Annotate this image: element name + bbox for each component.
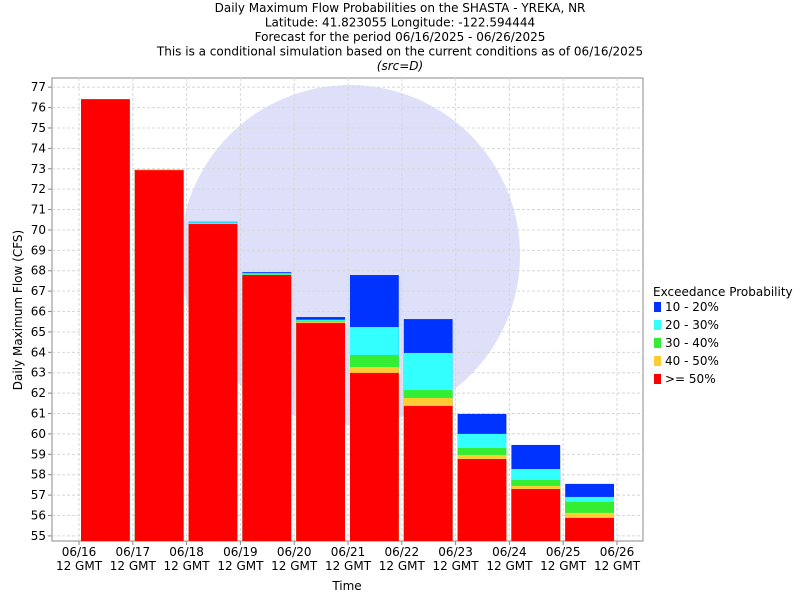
bar-segment bbox=[565, 517, 614, 541]
x-axis-label: Time bbox=[331, 579, 361, 593]
y-tick-label: 55 bbox=[31, 529, 46, 543]
legend-swatch bbox=[654, 320, 661, 330]
x-tick-label: 12 GMT bbox=[486, 559, 533, 573]
y-tick-label: 59 bbox=[31, 447, 46, 461]
x-tick-label: 12 GMT bbox=[594, 559, 641, 573]
bar-segment bbox=[188, 224, 238, 542]
x-tick-label: 12 GMT bbox=[271, 559, 318, 573]
y-tick-label: 58 bbox=[31, 468, 46, 482]
y-tick-label: 56 bbox=[31, 509, 46, 523]
y-tick-label: 66 bbox=[31, 305, 46, 319]
x-tick-label: 12 GMT bbox=[56, 559, 103, 573]
y-tick-label: 77 bbox=[31, 80, 46, 94]
legend-label: 40 - 50% bbox=[665, 354, 719, 368]
x-tick-label: 12 GMT bbox=[164, 559, 211, 573]
legend-swatch bbox=[654, 374, 661, 384]
y-tick-label: 69 bbox=[31, 243, 46, 257]
bar-segment bbox=[350, 372, 399, 541]
chart-title: This is a conditional simulation based o… bbox=[156, 45, 643, 59]
x-tick-label: 06/19 bbox=[223, 545, 258, 559]
y-tick-label: 64 bbox=[31, 345, 46, 359]
y-tick-label: 63 bbox=[31, 366, 46, 380]
legend-label: >= 50% bbox=[665, 372, 716, 386]
x-tick-label: 12 GMT bbox=[379, 559, 426, 573]
bar-segment bbox=[403, 405, 453, 541]
x-tick-label: 06/17 bbox=[116, 545, 151, 559]
legend-label: 20 - 30% bbox=[665, 318, 719, 332]
x-tick-label: 12 GMT bbox=[325, 559, 372, 573]
y-tick-label: 72 bbox=[31, 182, 46, 196]
bar-segment bbox=[511, 488, 561, 541]
bar-segment bbox=[134, 170, 184, 541]
bar-segment bbox=[457, 459, 507, 541]
x-tick-label: 06/22 bbox=[385, 545, 420, 559]
y-tick-label: 61 bbox=[31, 407, 46, 421]
bar-segment bbox=[296, 322, 345, 541]
x-tick-label: 12 GMT bbox=[217, 559, 264, 573]
chart-title: Forecast for the period 06/16/2025 - 06/… bbox=[255, 30, 546, 44]
bar-segment bbox=[81, 99, 130, 541]
x-tick-label: 06/23 bbox=[438, 545, 473, 559]
chart-title: Latitude: 41.823055 Longitude: -122.5944… bbox=[265, 16, 535, 30]
chart-title: Daily Maximum Flow Probabilities on the … bbox=[215, 1, 586, 15]
y-tick-label: 62 bbox=[31, 386, 46, 400]
x-tick-label: 12 GMT bbox=[110, 559, 157, 573]
y-axis-label: Daily Maximum Flow (CFS) bbox=[11, 230, 25, 390]
y-tick-label: 57 bbox=[31, 488, 46, 502]
x-tick-label: 06/18 bbox=[169, 545, 204, 559]
x-tick-label: 06/25 bbox=[546, 545, 581, 559]
chart-subtitle: (src=D) bbox=[377, 59, 423, 73]
y-tick-label: 73 bbox=[31, 162, 46, 176]
x-tick-label: 06/21 bbox=[331, 545, 366, 559]
y-tick-label: 76 bbox=[31, 101, 46, 115]
legend-swatch bbox=[654, 338, 661, 348]
y-tick-label: 68 bbox=[31, 264, 46, 278]
legend-title: Exceedance Probability bbox=[653, 285, 793, 299]
y-tick-label: 74 bbox=[31, 141, 46, 155]
y-tick-label: 60 bbox=[31, 427, 46, 441]
legend-swatch bbox=[654, 302, 661, 312]
x-tick-label: 12 GMT bbox=[433, 559, 480, 573]
x-tick-label: 06/20 bbox=[277, 545, 312, 559]
x-tick-label: 06/26 bbox=[600, 545, 635, 559]
y-tick-label: 70 bbox=[31, 223, 46, 237]
y-tick-label: 75 bbox=[31, 121, 46, 135]
y-tick-label: 65 bbox=[31, 325, 46, 339]
x-tick-label: 06/24 bbox=[492, 545, 527, 559]
x-tick-label: 12 GMT bbox=[540, 559, 587, 573]
y-tick-label: 71 bbox=[31, 203, 46, 217]
legend-label: 30 - 40% bbox=[665, 336, 719, 350]
y-tick-label: 67 bbox=[31, 284, 46, 298]
legend-swatch bbox=[654, 356, 661, 366]
legend-label: 10 - 20% bbox=[665, 300, 719, 314]
bar-segment bbox=[242, 275, 292, 541]
x-tick-label: 06/16 bbox=[62, 545, 97, 559]
